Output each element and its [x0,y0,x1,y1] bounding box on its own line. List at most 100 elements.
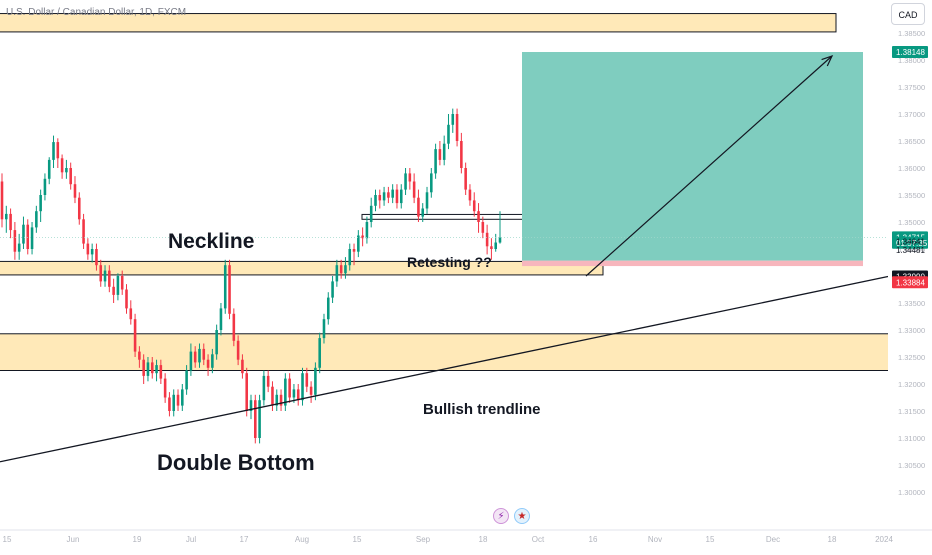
candle-body [455,114,459,141]
candle-body [56,142,60,159]
candle-body [348,249,352,266]
candle [455,108,459,147]
us-flag-icon[interactable]: ★ [514,508,530,524]
y-tick-label: 1.38500 [898,29,925,38]
candle-body [99,265,103,282]
candle [460,132,463,174]
price-axis[interactable] [888,0,932,530]
candle-body [17,243,21,252]
candle [369,197,373,228]
candle [193,346,197,368]
candle-body [189,351,193,371]
candle [116,273,120,301]
x-tick-label: Jun [67,535,80,544]
candle [412,173,416,204]
candle-body [9,213,12,231]
candle-body [77,197,81,220]
candle [254,394,257,444]
x-tick-label: 19 [133,535,142,544]
candle [60,154,64,179]
bullish-trendline-label[interactable]: Bullish trendline [423,401,541,418]
position-stop-zone[interactable] [522,260,863,267]
position-target-zone[interactable] [522,52,863,261]
neckline-label[interactable]: Neckline [168,230,254,253]
candle-body [133,319,137,352]
candle [198,343,201,368]
price-label: 1.34481 [896,246,925,255]
demand-zone[interactable] [0,333,892,371]
candle [305,367,309,393]
price-label-bg [892,46,928,59]
candle-body [374,195,377,206]
candle [185,365,188,395]
neckline-zone[interactable] [0,260,604,276]
candle [95,243,98,271]
candle [378,189,382,209]
candle-body [305,373,309,387]
candle-body [292,389,296,398]
candle-body [430,173,433,193]
candle-body [47,159,51,179]
candle-body [52,142,55,160]
top-resistance-zone[interactable] [0,13,837,33]
candle [125,284,128,314]
candle-body [369,205,373,222]
candle [30,222,34,255]
candle [275,389,279,411]
price-label: 1.33884 [896,278,925,287]
x-tick-label: 17 [240,535,249,544]
candle-body [309,386,313,395]
double-bottom-label[interactable]: Double Bottom [157,450,315,475]
y-tick-label: 1.33500 [898,299,925,308]
candle [464,162,467,195]
bullish-trendline[interactable] [0,275,889,463]
candle-body [326,297,330,320]
lightning-icon[interactable]: ⚡ [493,508,509,524]
candle-body [301,373,304,401]
candle-body [472,200,476,212]
candle [120,270,124,295]
candle [241,354,244,379]
price-label-bg [892,276,928,289]
candle [490,238,493,260]
candle-body [382,192,386,201]
y-tick-label: 1.32500 [898,353,925,362]
candle [468,184,472,206]
candle-body [159,365,163,379]
candle [387,186,390,204]
candle-body [245,373,248,411]
candle [301,367,304,406]
symbol-title: U.S. Dollar / Canadian Dollar, 1D, FXCM [6,7,187,18]
candle [168,392,171,417]
retesting-label[interactable]: Retesting ?? [407,254,492,270]
candle [35,205,38,233]
candle [284,373,287,411]
candle-body [271,386,274,406]
candle [481,216,485,239]
projection-arrow[interactable] [585,55,833,277]
candle [245,367,248,417]
y-tick-label: 1.36500 [898,137,925,146]
candle [155,359,158,382]
candle [447,114,450,150]
candle-body [5,213,8,220]
currency-button[interactable]: CAD [891,3,925,25]
candle [112,278,115,303]
y-tick-label: 1.31000 [898,434,925,443]
candle-body [142,359,145,376]
candle-body [241,359,244,374]
candle-body [275,394,279,406]
candle [69,162,72,190]
retest-box[interactable] [361,213,544,220]
candle-body [464,168,467,190]
y-tick-label: 1.30000 [898,488,925,497]
candle-body [254,400,257,438]
price-label: 1.34641 [896,237,925,246]
y-tick-label: 1.35000 [898,218,925,227]
candle [65,159,68,179]
candle-body [318,338,321,368]
candle [47,157,51,185]
x-tick-label: 15 [706,535,715,544]
